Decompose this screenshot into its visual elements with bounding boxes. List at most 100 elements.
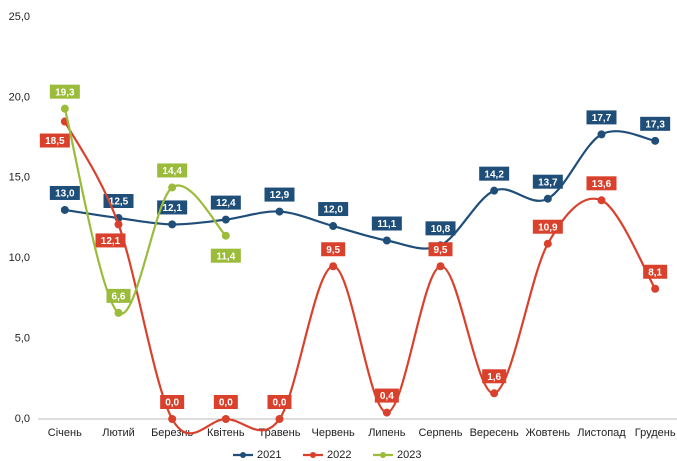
data-point <box>651 284 660 293</box>
data-label-box <box>374 388 399 403</box>
series: 18,5 12,1 0,0 0,0 0,0 9,5 0,4 9,5 1,6 10,9 13,6 8,1 <box>39 117 668 435</box>
data-label: 17,7 <box>592 113 612 124</box>
data-label: 1,6 <box>487 372 501 383</box>
data-label: 8,1 <box>648 267 662 278</box>
data-label: 0,0 <box>165 398 179 409</box>
data-point <box>490 186 499 195</box>
data-label-box <box>157 200 188 215</box>
data-point <box>329 262 338 271</box>
y-tick-label: 15,0 <box>9 172 30 184</box>
data-point <box>60 205 69 214</box>
data-label: 11,1 <box>377 219 396 230</box>
data-point <box>114 220 123 229</box>
data-label: 12,9 <box>270 190 290 201</box>
data-point <box>382 408 391 417</box>
legend-marker <box>380 452 386 458</box>
data-label: 18,5 <box>45 136 65 147</box>
data-point <box>651 136 660 145</box>
data-label-box <box>428 242 453 257</box>
data-label: 12,1 <box>162 203 182 214</box>
data-label-box <box>157 163 188 178</box>
data-label-box <box>371 216 402 231</box>
data-label-box <box>425 221 456 236</box>
series: 19,3 6,6 14,4 11,4 <box>49 84 241 317</box>
data-point <box>275 415 284 423</box>
data-point <box>221 215 230 224</box>
data-label: 12,5 <box>109 197 129 208</box>
legend-marker <box>310 452 316 458</box>
data-label: 13,0 <box>55 189 75 200</box>
x-tick-label: Січень <box>48 427 82 439</box>
data-label-box <box>640 116 671 131</box>
data-label: 11,4 <box>216 251 235 262</box>
data-label: 12,0 <box>323 205 343 216</box>
data-point <box>60 104 69 113</box>
data-label: 14,2 <box>484 169 504 180</box>
legend-label: 2022 <box>327 449 351 461</box>
data-label: 12,1 <box>101 236 121 247</box>
legend-marker <box>240 452 246 458</box>
data-point <box>597 196 606 205</box>
data-label: 13,6 <box>592 179 612 190</box>
data-label: 13,7 <box>538 177 558 188</box>
data-label-box <box>318 202 349 217</box>
data-point <box>168 415 177 423</box>
data-label-box <box>321 242 346 257</box>
legend-label: 2023 <box>397 449 421 461</box>
data-point <box>543 239 552 248</box>
x-tick-label: Листопад <box>577 427 626 439</box>
x-tick-label: Березнь <box>151 427 193 439</box>
x-tick-label: Серпень <box>418 427 462 439</box>
data-label-box <box>482 369 507 384</box>
data-point <box>597 130 606 139</box>
x-tick-label: Квітень <box>207 427 245 439</box>
data-label-box <box>49 84 80 99</box>
legend-label: 2021 <box>257 449 281 461</box>
data-point <box>114 308 123 317</box>
data-point <box>382 236 391 245</box>
data-label-box <box>586 110 617 125</box>
x-tick-label: Лютий <box>102 427 135 439</box>
data-label-box <box>210 248 241 263</box>
y-tick-label: 25,0 <box>9 11 30 23</box>
data-label-box <box>49 185 80 200</box>
data-label-box <box>39 133 70 148</box>
x-tick-label: Грудень <box>635 427 676 439</box>
data-point <box>221 231 230 240</box>
data-label-box <box>532 174 563 189</box>
data-point <box>168 183 177 192</box>
data-label-box <box>267 395 292 409</box>
y-tick-label: 5,0 <box>15 333 30 345</box>
data-label-box <box>210 195 241 210</box>
data-label: 19,3 <box>55 87 75 98</box>
data-label-box <box>643 264 668 279</box>
data-label-box <box>160 395 185 409</box>
data-label-box <box>95 233 126 248</box>
data-label: 10,8 <box>431 224 451 235</box>
data-label: 6,6 <box>112 292 126 303</box>
data-label-box <box>532 219 563 234</box>
data-point <box>168 220 177 229</box>
data-label: 12,4 <box>216 198 236 209</box>
series: 13,0 12,5 12,1 12,4 12,9 12,0 11,1 10,8 14,2 13,7… <box>49 110 671 250</box>
data-label: 0,0 <box>273 398 287 409</box>
x-tick-label: Липень <box>368 427 406 439</box>
data-label: 17,3 <box>645 119 665 130</box>
data-label: 0,4 <box>380 391 394 402</box>
series-line <box>63 108 227 315</box>
data-point <box>490 389 499 398</box>
data-label-box <box>586 176 617 191</box>
x-tick-label: Вересень <box>470 427 519 439</box>
x-tick-label: Червень <box>312 427 355 439</box>
data-point <box>275 207 284 216</box>
data-point <box>221 415 230 423</box>
data-label-box <box>106 288 131 303</box>
data-label: 9,5 <box>434 245 448 256</box>
data-point <box>329 222 338 231</box>
series-line <box>63 121 657 435</box>
data-label-box <box>264 187 295 202</box>
data-point <box>543 194 552 203</box>
data-label-box <box>213 395 238 409</box>
y-tick-label: 0,0 <box>15 413 30 425</box>
